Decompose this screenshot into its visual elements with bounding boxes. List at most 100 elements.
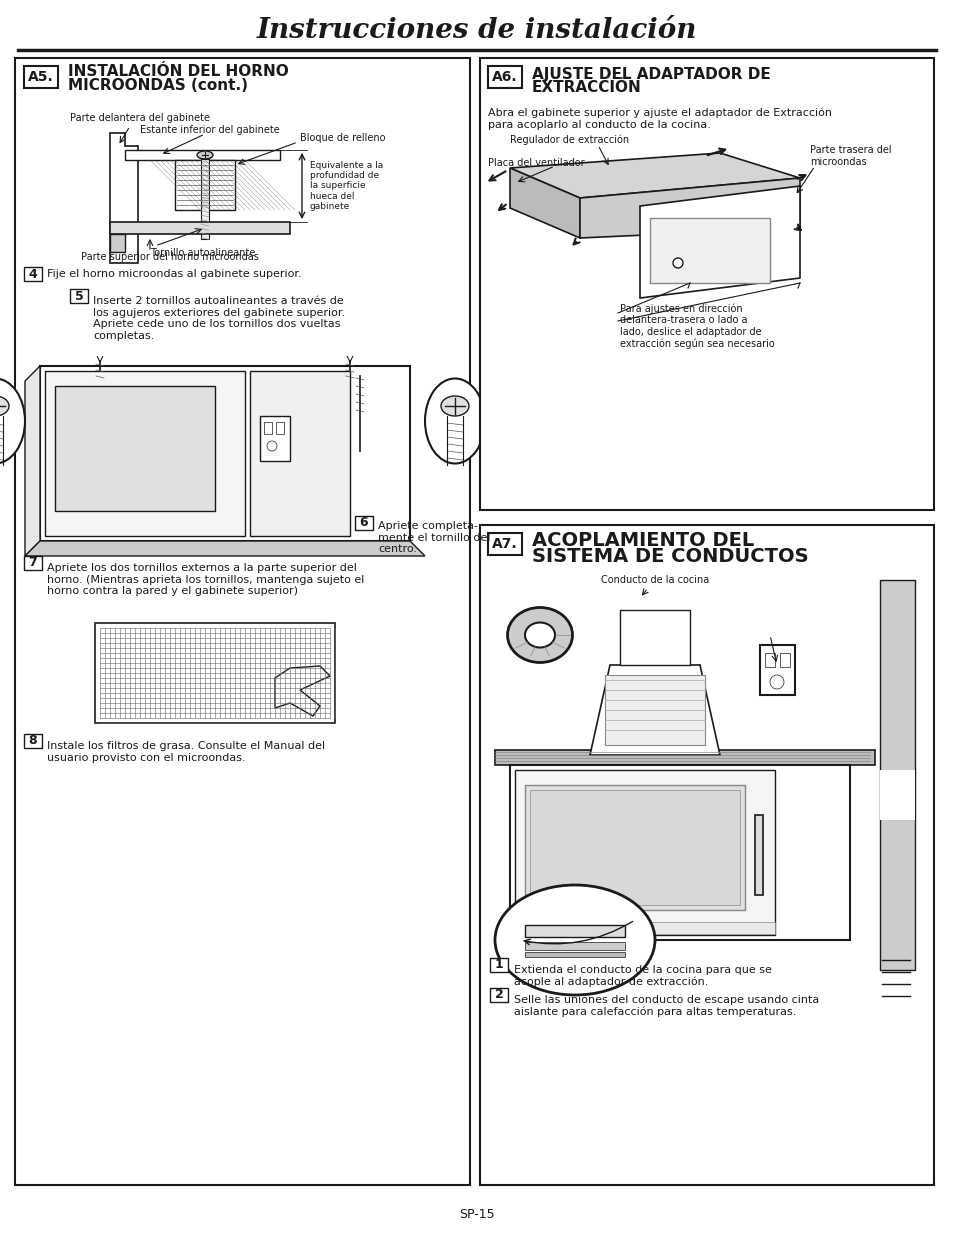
Polygon shape [510,168,579,238]
Text: INSTALACIÓN DEL HORNO: INSTALACIÓN DEL HORNO [68,64,289,79]
Text: EXTRACCIÓN: EXTRACCIÓN [532,80,641,95]
Polygon shape [25,366,40,556]
Bar [24,66,58,88]
Text: 6: 6 [359,516,368,530]
Bar [524,952,624,957]
Bar [70,288,88,303]
Text: A5.: A5. [28,71,53,84]
Bar [479,525,933,1185]
Text: Apriete los dos tornillos externos a la parte superior del
horno. (Mientras apri: Apriete los dos tornillos externos a la … [47,563,364,597]
Text: A6.: A6. [492,71,517,84]
Polygon shape [589,665,720,755]
Bar [524,925,624,937]
Text: 4: 4 [29,267,37,281]
Bar [524,785,744,910]
Bar [604,675,704,745]
Text: Regulador de extracción: Regulador de extracción [510,135,629,145]
Text: Parte superior del horno microondas: Parte superior del horno microondas [81,253,258,262]
Circle shape [267,441,276,451]
Polygon shape [25,541,424,556]
Text: A7.: A7. [492,537,517,551]
Text: Fije el horno microondas al gabinete superior.: Fije el horno microondas al gabinete sup… [47,269,301,279]
Bar [515,770,774,935]
Bar [260,416,290,461]
Ellipse shape [0,379,25,463]
Text: 1: 1 [494,958,503,972]
Bar [40,366,410,541]
Ellipse shape [440,396,469,416]
Bar [780,652,789,667]
Ellipse shape [524,623,555,647]
Text: Parte delantera del gabinete: Parte delantera del gabinete [70,113,210,123]
Bar [510,765,849,940]
Bar [515,922,774,933]
Bar [879,579,914,971]
Ellipse shape [196,151,213,158]
Bar [754,815,762,895]
Bar [201,158,209,239]
Bar [760,645,794,695]
Text: ACOPLAMIENTO DEL: ACOPLAMIENTO DEL [532,531,754,551]
Text: Para ajustes en dirección
delantera-trasera o lado a
lado, deslice el adaptador : Para ajustes en dirección delantera-tras… [619,303,774,349]
Polygon shape [639,186,800,298]
Bar [24,556,42,569]
Polygon shape [510,154,800,198]
Text: Abra el gabinete superior y ajuste el adaptador de Extracción
para acoplarlo al : Abra el gabinete superior y ajuste el ad… [488,108,831,130]
Text: MICROONDAS (cont.): MICROONDAS (cont.) [68,78,248,94]
Text: Tornillo autoalineante: Tornillo autoalineante [150,248,255,258]
Bar [24,734,42,748]
Bar [524,942,624,950]
Text: Bloque de relleno: Bloque de relleno [299,132,385,144]
Text: Selle las uniones del conducto de escape usando cinta
aislante para calefacción : Selle las uniones del conducto de escape… [514,995,819,1018]
Text: Extienda el conducto de la cocina para que se
acople al adaptador de extracción.: Extienda el conducto de la cocina para q… [514,964,771,987]
Polygon shape [274,666,330,716]
Bar [250,371,350,536]
Text: AJUSTE DEL ADAPTADOR DE: AJUSTE DEL ADAPTADOR DE [532,67,770,82]
Bar [45,371,245,536]
Bar [95,623,335,723]
Bar [764,652,774,667]
Text: SP-15: SP-15 [458,1208,495,1222]
Bar [879,770,914,820]
Ellipse shape [495,885,655,995]
Bar [24,267,42,281]
Bar [15,58,470,1185]
Bar [649,218,769,284]
Bar [479,58,933,510]
Text: SISTEMA DE CONDUCTOS: SISTEMA DE CONDUCTOS [532,547,808,567]
Bar [275,422,284,435]
Ellipse shape [424,379,484,463]
Bar [174,160,234,210]
Polygon shape [579,178,800,238]
Bar [490,988,507,1002]
Text: Equivalente a la
profundidad de
la superficie
hueca del
gabinete: Equivalente a la profundidad de la super… [310,161,383,212]
Ellipse shape [507,608,572,662]
Text: Inserte 2 tornillos autoalineantes a través de
los agujeros exteriores del gabin: Inserte 2 tornillos autoalineantes a tra… [92,296,345,340]
Circle shape [769,675,783,690]
Bar [110,222,290,234]
Bar [55,386,214,511]
Text: Parte trasera del
microondas: Parte trasera del microondas [809,145,891,167]
Text: 7: 7 [29,557,37,569]
Text: 5: 5 [74,290,83,302]
Text: Instrucciones de instalación: Instrucciones de instalación [256,16,697,43]
Bar [110,234,125,253]
Text: Conducto de la cocina: Conducto de la cocina [600,574,708,586]
Bar [125,150,280,160]
Bar [488,66,521,88]
Ellipse shape [0,396,9,416]
Text: Estante inferior del gabinete: Estante inferior del gabinete [140,125,279,135]
Text: Apriete completa-
mente el tornillo del
centro.: Apriete completa- mente el tornillo del … [377,521,490,555]
Bar [495,750,874,765]
Text: 8: 8 [29,734,37,748]
Bar [619,610,689,665]
Bar [264,422,272,435]
Text: Instale los filtros de grasa. Consulte el Manual del
usuario provisto con el mic: Instale los filtros de grasa. Consulte e… [47,742,325,763]
Bar [490,958,507,972]
Text: Placa del ventilador: Placa del ventilador [488,158,584,168]
Bar [488,534,521,555]
Text: 2: 2 [494,988,503,1002]
Circle shape [672,258,682,267]
Polygon shape [110,132,138,262]
Polygon shape [510,922,527,940]
